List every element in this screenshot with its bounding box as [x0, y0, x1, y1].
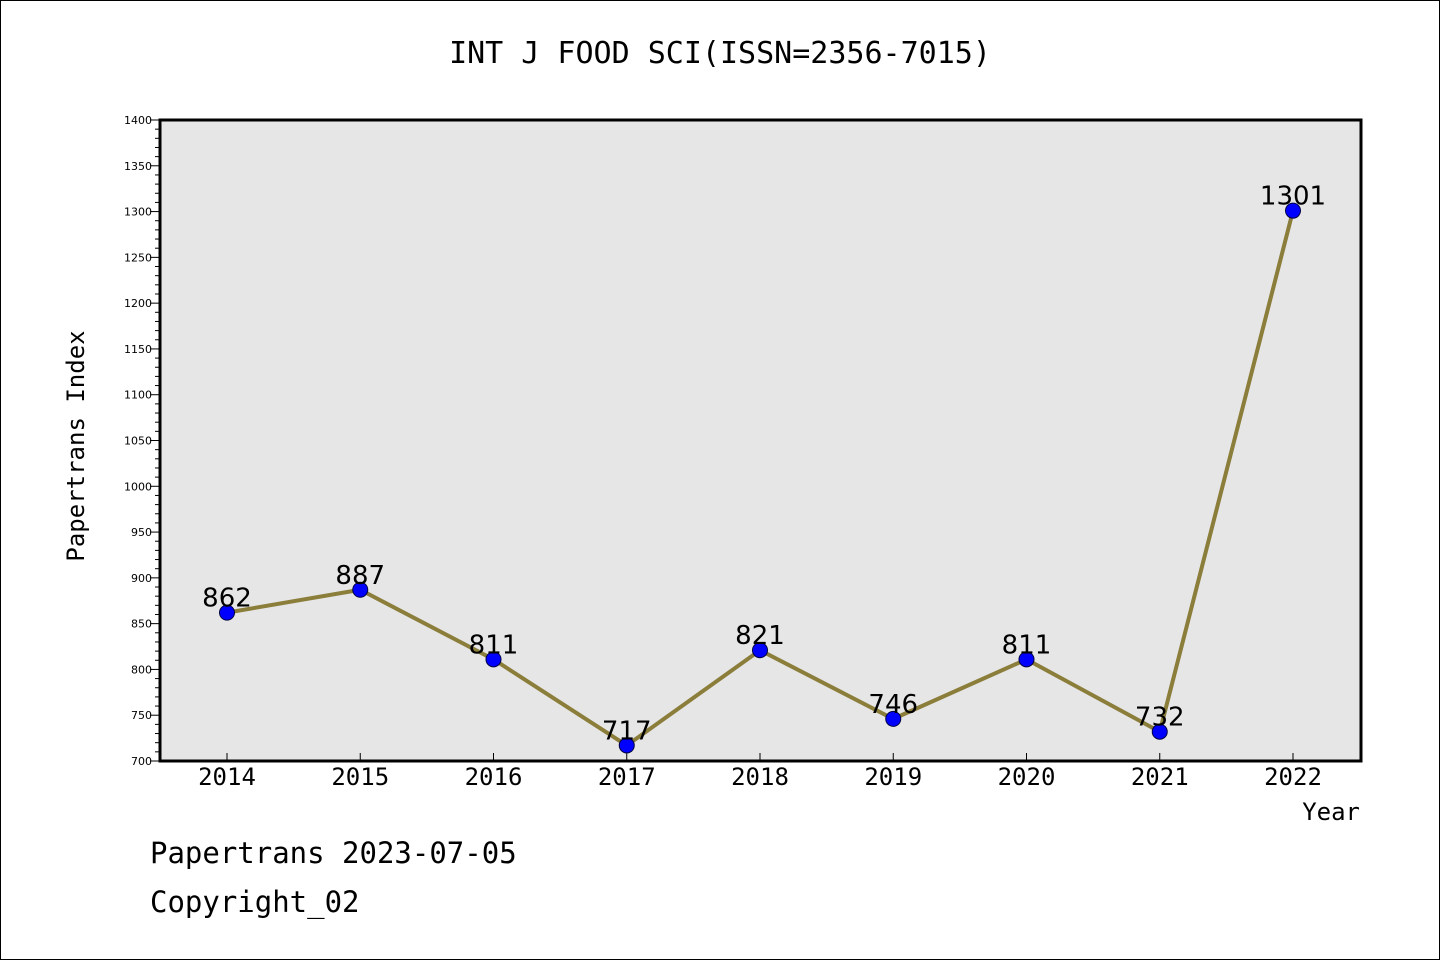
y-tick-label: 850 [131, 618, 152, 631]
data-point-marker [618, 737, 635, 754]
x-tick-label: 2019 [864, 763, 922, 791]
data-labels-group: 862 887 811 717 821 746 811 732 1301 [202, 182, 1326, 747]
y-tick-label: 1250 [124, 251, 152, 264]
y-tick-label: 1150 [124, 343, 152, 356]
x-tick-label: 2018 [731, 763, 789, 791]
data-label: 821 [735, 621, 785, 651]
data-point-marker [1018, 651, 1035, 668]
y-tick-label: 1350 [124, 160, 152, 173]
y-tick-label: 1300 [124, 206, 152, 219]
data-label: 732 [1135, 703, 1185, 733]
data-point-marker [485, 651, 502, 668]
y-tick-label: 950 [131, 526, 152, 539]
x-tick-label: 2014 [198, 763, 256, 791]
data-label: 717 [602, 716, 652, 746]
x-tick-label: 2021 [1131, 763, 1189, 791]
data-point-marker [885, 710, 902, 727]
y-tick-label: 1000 [124, 480, 152, 493]
data-label: 887 [335, 561, 385, 591]
footer-copyright: Copyright_02 [150, 885, 360, 919]
y-tick-label: 1400 [124, 114, 152, 127]
x-tick-label: 2017 [598, 763, 656, 791]
data-point-marker [1285, 202, 1301, 219]
data-point-marker [752, 642, 768, 659]
series-line-group [219, 202, 1301, 754]
chart-title: INT J FOOD SCI(ISSN=2356-7015) [449, 36, 991, 71]
y-tick-label: 1050 [124, 435, 152, 448]
y-axis-title: Papertrans Index [62, 330, 90, 561]
y-tick-label: 750 [131, 709, 152, 722]
plot-area [160, 120, 1361, 761]
x-axis-title: Year [1302, 798, 1360, 826]
data-label: 746 [868, 690, 918, 720]
y-tick-label: 1100 [124, 389, 152, 402]
y-tick-label: 900 [131, 572, 152, 585]
y-tick-label: 800 [131, 663, 152, 676]
data-point-marker [1151, 723, 1168, 740]
data-label: 811 [469, 630, 519, 660]
footer-date: Papertrans 2023-07-05 [150, 836, 517, 870]
data-point-marker [219, 604, 235, 621]
data-label: 1301 [1260, 182, 1326, 212]
data-point-marker [352, 581, 369, 598]
y-tick-label: 1200 [124, 297, 152, 310]
x-tick-label: 2016 [465, 763, 523, 791]
x-tick-label: 2020 [998, 763, 1056, 791]
x-tick-label: 2015 [331, 763, 389, 791]
plot-border [158, 118, 1363, 763]
x-tick-label: 2022 [1264, 763, 1322, 791]
data-label: 862 [202, 584, 252, 614]
data-label: 811 [1002, 630, 1052, 660]
x-axis-ticks: 2014 2015 2016 2017 2018 2019 2020 2021 2022 [198, 753, 1322, 791]
y-tick-label: 700 [131, 755, 152, 768]
y-axis-ticks: 700 750 800 850 900 950 1000 1050 1100 1150 1200 12… [124, 114, 160, 768]
